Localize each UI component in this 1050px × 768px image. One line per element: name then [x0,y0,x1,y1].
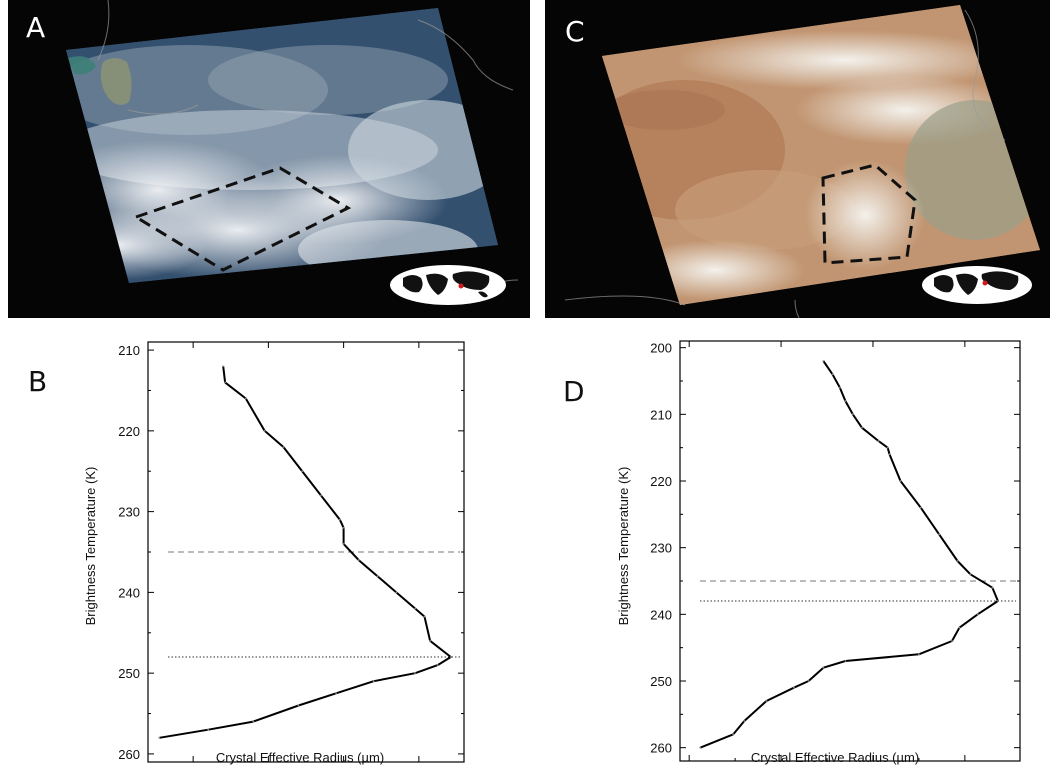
y-tick-label-b: 250 [118,666,140,681]
y-axis-label-d: Brightness Temperature (K) [616,467,631,626]
x-axis-label-d: Crystal Effective Radius (µm) [751,750,919,765]
data-point-b [244,397,247,400]
data-point-b [414,672,416,675]
data-point-d [743,720,746,722]
data-point-d [822,360,825,362]
data-point-b [222,365,225,368]
data-point-b [414,607,416,610]
y-tick-label-b: 260 [118,747,140,762]
y-tick-label-b: 240 [118,585,140,600]
panel-label-b: B [28,365,48,398]
data-point-d [991,586,994,589]
data-point-d [844,400,847,402]
data-point-b [429,639,432,642]
chart-d: 200 210 220 230 240 250 260 15202530 Crystal E… [616,340,1021,765]
y-tick-label-d: 250 [650,674,672,689]
y-tick-label-b: 220 [118,424,140,439]
data-point-d [844,660,847,662]
data-point-b [357,559,360,561]
data-point-b [158,736,161,739]
data-point-b [263,429,266,432]
y-tick-label-d: 200 [650,341,672,356]
satellite-image-c: C [545,0,1050,318]
x-axis-label-b: Crystal Effective Radius (µm) [216,750,384,765]
data-point-b [436,664,439,666]
world-map-inset-c [922,266,1032,304]
data-point-d [838,386,841,389]
series-line-d [699,360,999,749]
plot-frame-d [679,340,1021,762]
data-point-b [376,575,379,578]
data-point-d [956,560,959,562]
data-point-b [449,656,452,658]
data-point-b [252,720,255,723]
satellite-image-a: A [8,0,530,318]
data-point-b [224,381,227,384]
panel-label-c: C [565,15,585,48]
data-point-d [899,480,902,482]
data-point-d [886,446,889,449]
data-point-d [888,453,891,456]
reference-lines-b [168,551,460,658]
y-tick-label-d: 230 [650,541,672,556]
data-point-b [297,704,300,707]
y-ticks-b: 210 220 230 240 250 260 [118,343,464,762]
series-b [158,365,452,739]
data-point-d [765,700,768,702]
reference-lines-d [700,580,1016,602]
data-point-d [793,686,795,689]
data-point-d [997,600,999,602]
x-ticks-b: 22242628 [192,342,420,762]
data-point-d [918,653,920,656]
data-point-b [301,470,304,473]
data-point-d [877,440,880,442]
plot-frame-b [147,341,465,763]
data-point-b [342,543,345,545]
panel-label-a: A [26,11,46,44]
data-point-b [282,446,285,448]
y-tick-label-d: 220 [650,474,672,489]
data-point-d [851,413,854,416]
data-point-d [969,573,972,576]
y-ticks-d: 200 210 220 230 240 250 260 [650,341,1020,756]
satellite-scene-a [66,0,519,305]
data-point-b [335,692,337,695]
data-point-d [822,666,825,669]
data-point-b [372,680,375,683]
island-shape [100,58,132,105]
chart-b: 210 220 230 240 250 260 22242628 Crystal Effe… [83,341,465,765]
y-tick-label-d: 260 [650,741,672,756]
data-point-d [938,533,941,536]
region-outline-c [821,163,917,265]
y-tick-label-b: 210 [118,343,140,358]
data-point-b [207,728,210,731]
data-point-d [861,426,863,429]
data-point-d [732,733,735,736]
y-tick-label-b: 230 [118,505,140,520]
satellite-scene-c [564,5,1040,318]
data-point-d [958,626,961,629]
x-ticks-d: 15202530 [688,341,966,761]
y-tick-label-d: 210 [650,407,672,422]
data-point-d [951,640,953,642]
data-point-d [919,506,922,509]
region-outline-a [132,166,352,272]
data-point-b [338,518,341,521]
world-map-inset-a [390,265,506,305]
data-point-b [342,526,345,529]
data-point-d [807,680,810,682]
data-point-b [320,494,322,497]
data-point-d [699,746,702,749]
data-point-b [395,591,398,594]
data-point-d [831,373,834,376]
data-point-b [423,615,426,618]
series-d [699,360,999,749]
y-axis-label-b: Brightness Temperature (K) [83,467,98,626]
panel-label-d: D [563,375,585,408]
y-tick-label-d: 240 [650,607,672,622]
data-point-d [976,613,979,616]
